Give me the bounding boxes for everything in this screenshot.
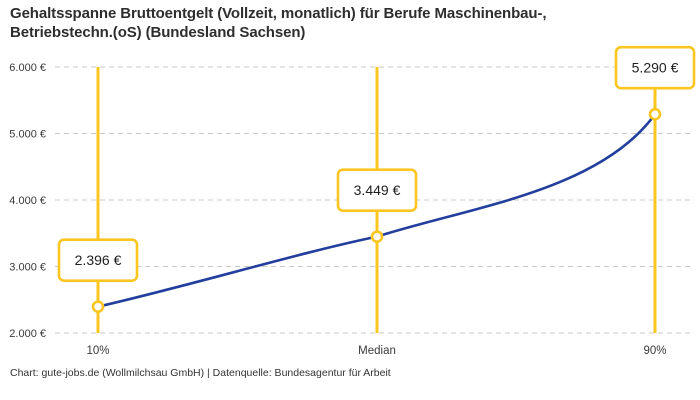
value-label-box (57, 238, 139, 282)
chart-title: Gehaltsspanne Bruttoentgelt (Vollzeit, m… (10, 4, 690, 42)
x-axis-tick-label: Median (358, 345, 396, 357)
value-label: 2.396 € (75, 252, 122, 268)
x-axis-tick-label: 90% (643, 345, 666, 357)
y-axis-tick-label: 4.000 € (9, 195, 46, 207)
chart-title-line-1: Gehaltsspanne Bruttoentgelt (Vollzeit, m… (10, 5, 547, 22)
data-point-marker (91, 300, 105, 313)
data-point-marker (370, 230, 384, 243)
value-label-box (336, 168, 418, 212)
value-label: 5.290 € (632, 60, 679, 76)
chart-title-line-2: Betriebstechn.(oS) (Bundesland Sachsen) (10, 24, 306, 41)
value-label-box (614, 45, 696, 90)
chart-source-credit: Chart: gute-jobs.de (Wollmilchsau GmbH) … (10, 367, 391, 379)
y-axis-tick-label: 3.000 € (9, 262, 46, 274)
value-label: 3.449 € (354, 182, 401, 198)
y-axis-tick-label: 6.000 € (9, 62, 46, 74)
y-axis-tick-label: 5.000 € (9, 129, 46, 141)
data-point-marker (648, 107, 662, 121)
x-axis-tick-label: 10% (86, 345, 109, 357)
y-axis-tick-label: 2.000 € (9, 328, 46, 340)
